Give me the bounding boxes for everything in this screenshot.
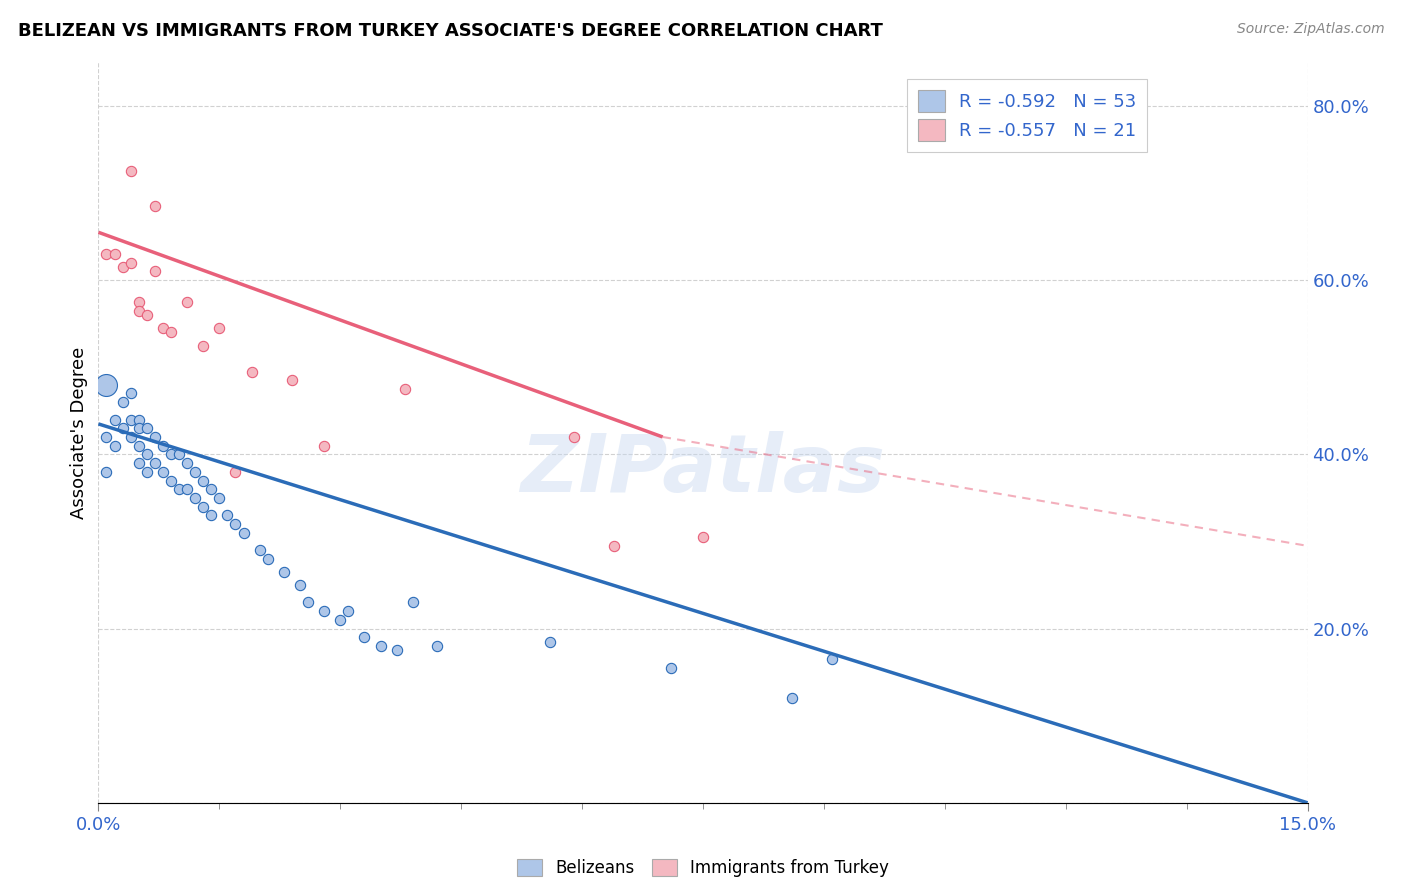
Y-axis label: Associate's Degree: Associate's Degree: [70, 346, 89, 519]
Point: [200, 482, 222, 496]
Point: [103, 247, 125, 261]
Point: [240, 365, 263, 379]
Point: [120, 164, 142, 178]
Point: [111, 395, 134, 409]
Point: [780, 691, 803, 706]
Point: [152, 439, 174, 453]
Point: [111, 421, 134, 435]
Point: [821, 652, 844, 666]
Point: [184, 491, 207, 505]
Point: [603, 539, 626, 553]
Point: [288, 578, 311, 592]
Point: [193, 338, 215, 352]
Point: [297, 595, 319, 609]
Point: [128, 439, 150, 453]
Point: [96, 247, 118, 261]
Point: [143, 456, 166, 470]
Point: [200, 508, 222, 523]
Point: [314, 439, 336, 453]
Text: Source: ZipAtlas.com: Source: ZipAtlas.com: [1237, 22, 1385, 37]
Point: [659, 661, 682, 675]
Text: BELIZEAN VS IMMIGRANTS FROM TURKEY ASSOCIATE'S DEGREE CORRELATION CHART: BELIZEAN VS IMMIGRANTS FROM TURKEY ASSOC…: [18, 22, 883, 40]
Point: [224, 517, 246, 532]
Point: [111, 260, 134, 274]
Point: [281, 373, 304, 387]
Point: [329, 613, 352, 627]
Point: [337, 604, 360, 618]
Point: [152, 465, 174, 479]
Point: [256, 552, 278, 566]
Point: [135, 308, 157, 322]
Point: [184, 465, 207, 479]
Point: [193, 474, 215, 488]
Point: [402, 595, 425, 609]
Point: [128, 456, 150, 470]
Point: [167, 447, 190, 461]
Point: [120, 256, 142, 270]
Point: [385, 643, 408, 657]
Point: [120, 386, 142, 401]
Point: [128, 412, 150, 426]
Point: [562, 430, 585, 444]
Point: [128, 421, 150, 435]
Point: [120, 430, 142, 444]
Point: [353, 630, 375, 644]
Point: [167, 482, 190, 496]
Point: [143, 430, 166, 444]
Point: [135, 447, 157, 461]
Point: [208, 491, 231, 505]
Legend: Belizeans, Immigrants from Turkey: Belizeans, Immigrants from Turkey: [510, 852, 896, 884]
Point: [120, 412, 142, 426]
Point: [128, 295, 150, 310]
Legend: R = -0.592   N = 53, R = -0.557   N = 21: R = -0.592 N = 53, R = -0.557 N = 21: [907, 78, 1147, 152]
Text: ZIPatlas: ZIPatlas: [520, 431, 886, 508]
Point: [426, 639, 449, 653]
Point: [143, 199, 166, 213]
Point: [135, 465, 157, 479]
Point: [160, 326, 183, 340]
Point: [160, 447, 183, 461]
Point: [96, 465, 118, 479]
Point: [160, 474, 183, 488]
Point: [143, 264, 166, 278]
Point: [224, 465, 246, 479]
Point: [103, 412, 125, 426]
Point: [208, 321, 231, 335]
Point: [273, 565, 295, 579]
Point: [217, 508, 239, 523]
Point: [193, 500, 215, 514]
Point: [232, 525, 254, 540]
Point: [152, 321, 174, 335]
Point: [176, 482, 198, 496]
Point: [96, 430, 118, 444]
Point: [103, 439, 125, 453]
Point: [314, 604, 336, 618]
Point: [128, 303, 150, 318]
Point: [692, 530, 714, 544]
Point: [249, 543, 271, 558]
Point: [176, 295, 198, 310]
Point: [135, 421, 157, 435]
Point: [176, 456, 198, 470]
Point: [394, 382, 416, 396]
Point: [96, 377, 118, 392]
Point: [538, 634, 561, 648]
Point: [370, 639, 392, 653]
